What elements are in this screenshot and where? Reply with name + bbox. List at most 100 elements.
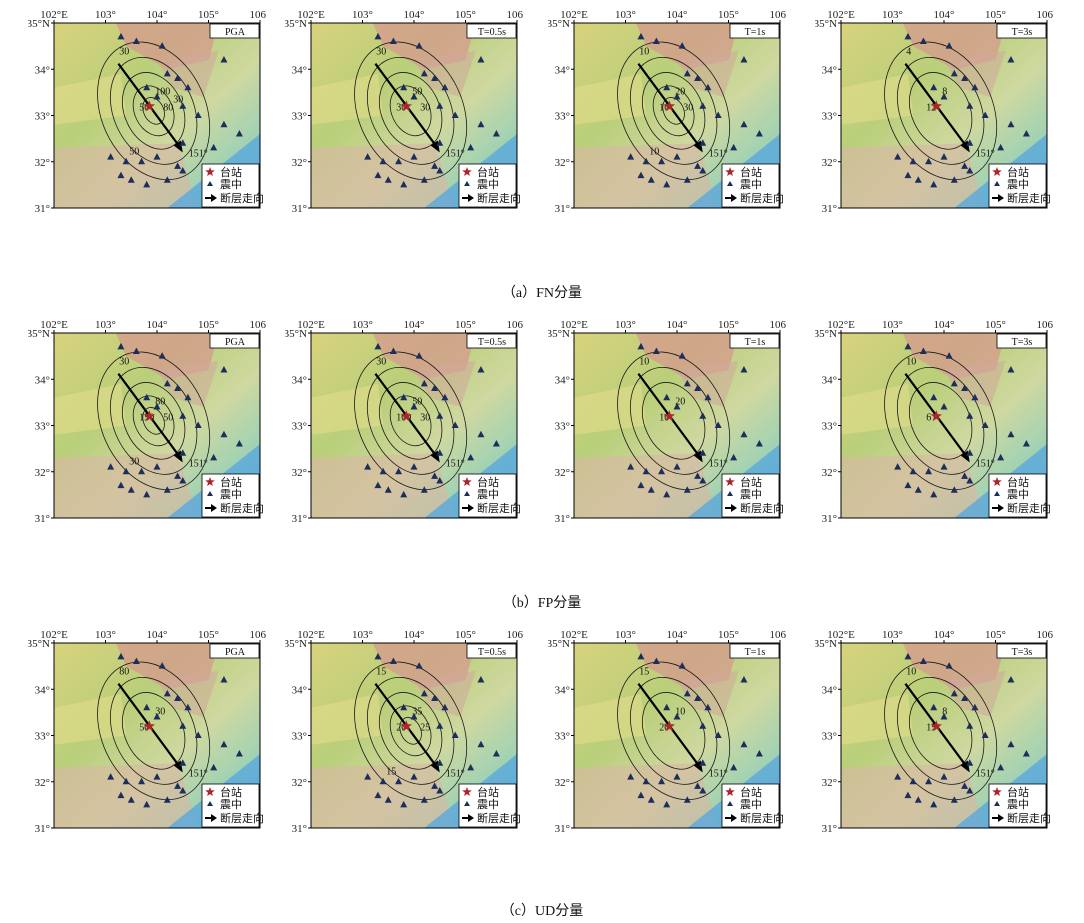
station-marker xyxy=(163,689,171,697)
station-marker xyxy=(930,393,938,401)
station-marker xyxy=(374,652,382,660)
epicenter-star xyxy=(143,720,155,732)
station-marker xyxy=(420,379,428,387)
y-tick-label: 31° xyxy=(555,513,570,525)
station-marker xyxy=(436,787,444,794)
station-marker xyxy=(400,393,408,401)
station-marker xyxy=(699,759,707,766)
station-marker xyxy=(694,472,702,479)
contour-label: 30 xyxy=(396,102,406,113)
station-marker xyxy=(441,393,449,401)
station-marker xyxy=(678,352,686,359)
station-marker xyxy=(415,662,423,669)
station-marker xyxy=(894,153,902,160)
strike-label: 151° xyxy=(446,149,465,160)
x-tick-label: 105° xyxy=(455,9,476,21)
y-tick-label: 32° xyxy=(555,777,570,789)
x-tick-label: 106° xyxy=(1037,319,1053,331)
station-marker xyxy=(658,467,666,475)
station-marker xyxy=(925,467,933,475)
period-tag: T=3s xyxy=(1012,647,1033,658)
y-tick-label: 32° xyxy=(292,467,307,479)
station-marker xyxy=(1007,676,1015,683)
station-marker xyxy=(431,74,439,81)
station-marker xyxy=(699,102,707,109)
y-tick-label: 34° xyxy=(35,684,50,696)
station-marker xyxy=(179,787,187,794)
y-tick-label: 31° xyxy=(35,513,50,525)
station-marker xyxy=(153,713,161,720)
y-tick-label: 32° xyxy=(35,467,50,479)
station-marker xyxy=(477,430,485,438)
station-marker xyxy=(163,379,171,387)
strike-label: 151° xyxy=(446,459,465,470)
strike-label: 151° xyxy=(709,769,728,780)
y-tick-label: 34° xyxy=(822,64,837,76)
station-marker xyxy=(961,782,969,789)
map-panel: 10 10 20 151° T=1s 台站 震中 断层走向 102°E 103° 104° 105° 1… xyxy=(548,315,786,565)
x-tick-label: 104° xyxy=(667,319,688,331)
station-marker xyxy=(384,796,392,803)
station-marker xyxy=(400,800,408,808)
station-marker xyxy=(683,379,691,387)
x-tick-label: 103° xyxy=(352,319,373,331)
y-tick-label: 33° xyxy=(35,731,50,743)
x-tick-label: 106° xyxy=(770,629,786,641)
station-marker xyxy=(1022,750,1030,757)
station-marker xyxy=(132,657,140,664)
contour-label: 10 xyxy=(906,356,916,367)
station-marker xyxy=(904,171,912,179)
contour-line xyxy=(389,395,432,447)
x-tick-label: 104° xyxy=(147,9,168,21)
station-marker xyxy=(194,421,202,428)
station-marker xyxy=(755,440,763,447)
contour-line xyxy=(354,41,468,181)
map-svg: 30150805030151°PGA台站震中断层走向102°E103°104°1… xyxy=(28,319,266,525)
station-marker xyxy=(966,449,974,456)
y-tick-label: 33° xyxy=(555,731,570,743)
station-marker xyxy=(652,347,660,354)
station-marker xyxy=(940,153,948,160)
station-marker xyxy=(174,472,182,479)
y-tick-label: 31° xyxy=(292,203,307,215)
station-marker xyxy=(467,453,475,461)
station-marker xyxy=(714,421,722,428)
legend-fault: 断层走向 xyxy=(220,501,264,515)
station-marker xyxy=(940,773,948,780)
y-tick-label: 35°N xyxy=(285,638,307,650)
strike-label: 151° xyxy=(446,769,465,780)
period-tag: T=0.5s xyxy=(478,647,506,658)
y-tick-label: 32° xyxy=(292,777,307,789)
station-marker xyxy=(477,120,485,128)
y-tick-label: 35°N xyxy=(815,638,837,650)
map-panel: 10 15 8 151° T=3s 台站 震中 断层走向 102°E 103° 104° 105° 10… xyxy=(815,625,1053,875)
contour-line xyxy=(142,407,165,435)
station-marker xyxy=(436,102,444,109)
contour-line xyxy=(366,56,455,165)
y-tick-label: 31° xyxy=(35,823,50,835)
station-marker xyxy=(384,176,392,183)
station-marker xyxy=(143,180,151,188)
legend-station: 台站 xyxy=(477,785,499,799)
x-tick-label: 104° xyxy=(147,629,168,641)
contour-label: 80 xyxy=(163,102,173,113)
station-marker xyxy=(364,773,372,780)
station-marker xyxy=(374,342,382,350)
x-tick-label: 105° xyxy=(198,319,219,331)
station-marker xyxy=(642,467,650,475)
station-marker xyxy=(179,412,187,419)
station-marker xyxy=(410,463,418,470)
station-marker xyxy=(410,153,418,160)
map-panel: 30150805030151°PGA台站震中断层走向102°E103°104°1… xyxy=(28,315,266,565)
x-tick-label: 103° xyxy=(615,9,636,21)
station-marker xyxy=(673,403,681,410)
contour-line xyxy=(629,676,718,785)
station-marker xyxy=(431,782,439,789)
period-tag: T=1s xyxy=(745,27,766,38)
x-tick-label: 106° xyxy=(507,629,523,641)
map-panel: 15 20 35 25 15 151° T=0.5s 台站 震中 断层走向 102°E 103° 104… xyxy=(285,625,523,875)
contour-line xyxy=(629,366,718,475)
station-marker xyxy=(138,157,146,165)
station-marker xyxy=(395,777,403,785)
station-marker xyxy=(673,773,681,780)
